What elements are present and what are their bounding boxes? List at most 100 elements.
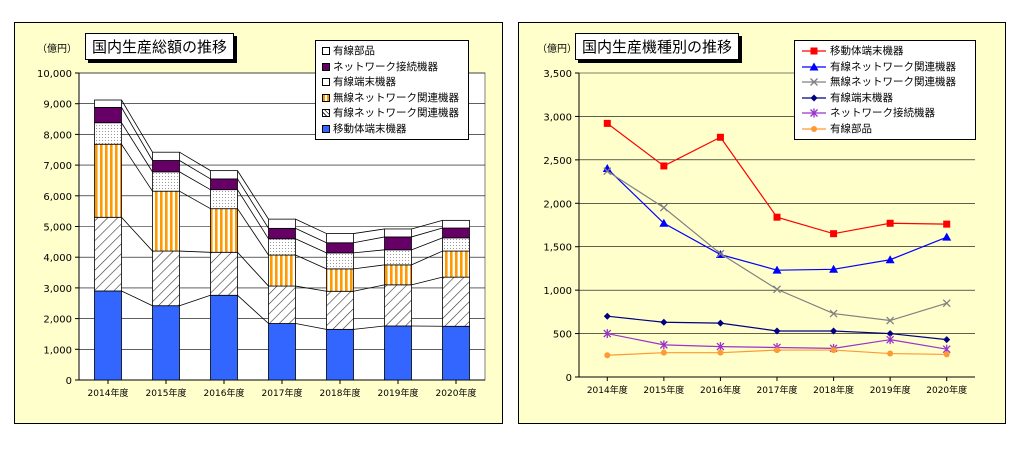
left-series-line [295, 285, 327, 292]
right-data-point [885, 255, 895, 264]
right-data-point [773, 327, 781, 335]
left-series-line [353, 325, 385, 330]
right-legend-swatch [802, 62, 826, 70]
left-x-tick-label: 2018年度 [320, 387, 361, 399]
left-bar-segment [442, 219, 470, 229]
right-legend-item: 有線端末機器 [801, 92, 893, 105]
left-series-line [121, 290, 153, 307]
left-bar-segment [268, 218, 296, 229]
left-series-line [411, 250, 443, 266]
left-legend-label: 有線部品 [333, 45, 375, 57]
left-series-line [179, 250, 211, 253]
right-x-tick-label: 2014年度 [587, 384, 628, 396]
left-legend-swatch [322, 78, 330, 86]
right-legend-item: 移動体端末機器 [801, 45, 904, 58]
left-bar-segment [268, 323, 296, 381]
left-legend-swatch [322, 62, 330, 71]
right-data-point [773, 213, 781, 221]
right-data-point [772, 265, 782, 274]
left-x-tick-label: 2017年度 [262, 387, 303, 399]
left-series-line [179, 151, 211, 171]
right-data-point [659, 218, 669, 227]
right-legend: 移動体端末機器 有線ネットワーク関連機器 無線ネットワーク関連機器 有線端末機器 ネット… [794, 40, 976, 140]
right-data-point [717, 349, 724, 356]
left-series-line [121, 99, 153, 153]
left-bar-segment [326, 268, 354, 292]
right-data-point [602, 164, 612, 173]
left-bar-segment [326, 328, 354, 381]
left-legend-item: 有線部品 [322, 45, 375, 58]
left-series-line [295, 254, 327, 270]
left-legend-swatch [322, 109, 330, 117]
right-data-point [943, 351, 950, 358]
right-data-point [660, 162, 668, 170]
right-data-point [774, 347, 780, 354]
right-legend-item: 有線部品 [801, 123, 872, 136]
right-y-tick-label: 1,000 [543, 286, 572, 297]
left-bar-segment [210, 178, 238, 191]
right-data-point [886, 335, 895, 345]
left-series-line [237, 252, 269, 287]
right-data-point [886, 316, 895, 325]
left-bar-segment [268, 227, 296, 240]
left-bar-segment [442, 325, 470, 381]
right-data-point [943, 220, 951, 228]
left-bar-segment [442, 227, 470, 239]
right-data-point [660, 349, 667, 356]
left-y-tick-label: 2,000 [43, 315, 72, 326]
left-series-line [121, 122, 153, 173]
left-bar-segment [384, 228, 412, 238]
left-y-unit: （億円） [37, 44, 77, 55]
left-bar-segment [152, 171, 180, 192]
right-data-point [943, 336, 951, 344]
left-series-line [353, 264, 385, 270]
left-bar-segment [326, 242, 354, 254]
left-x-tick-label: 2015年度 [146, 387, 187, 399]
right-y-tick-label: 3,000 [543, 112, 572, 123]
left-series-line [237, 208, 269, 256]
left-y-tick-label: 1,000 [43, 345, 72, 356]
left-bar-segment [210, 251, 238, 296]
left-series-line [411, 219, 443, 230]
right-legend-swatch [802, 78, 826, 86]
right-data-point [604, 352, 611, 359]
left-x-tick-label: 2014年度 [88, 387, 129, 399]
right-data-point [603, 329, 612, 339]
left-legend-item: 有線ネットワーク関連機器 [322, 107, 459, 120]
right-legend-swatch [802, 94, 826, 101]
right-legend-label: 移動体端末機器 [830, 45, 904, 57]
left-y-tick-label: 4,000 [43, 253, 72, 264]
left-bar-segment [326, 233, 354, 244]
left-bar-segment [94, 122, 122, 145]
left-bar-segment [210, 170, 238, 180]
left-series-line [237, 178, 269, 229]
left-series-line [179, 171, 211, 191]
left-series-line [295, 218, 327, 234]
left-series-line [237, 189, 269, 239]
left-bar-segment [152, 190, 180, 252]
left-bar-segment [442, 237, 470, 252]
left-bar-segment [384, 249, 412, 266]
left-legend-swatch [322, 93, 330, 102]
right-data-point [829, 309, 838, 318]
left-legend-label: 無線ネットワーク関連機器 [333, 91, 459, 104]
left-bar-segment [268, 285, 296, 324]
right-data-point [716, 342, 725, 352]
left-legend-label: ネットワーク接続機器 [333, 60, 438, 73]
right-x-tick-label: 2019年度 [870, 384, 911, 396]
right-y-unit: （億円） [537, 44, 577, 55]
right-y-tick-label: 3,500 [543, 69, 572, 80]
right-x-tick-label: 2015年度 [643, 384, 684, 396]
left-series-line [411, 227, 443, 238]
left-legend-item: 有線端末機器 [322, 76, 396, 89]
right-data-point [603, 119, 611, 127]
left-legend-item: 無線ネットワーク関連機器 [322, 92, 459, 105]
left-bar-segment [442, 250, 470, 278]
right-y-tick-label: 2,500 [543, 156, 572, 167]
right-data-point [716, 133, 724, 141]
right-data-point [603, 167, 612, 176]
left-series-line [295, 227, 327, 244]
right-data-point [773, 285, 781, 294]
left-series-line [237, 170, 269, 220]
left-series-line [353, 284, 385, 292]
